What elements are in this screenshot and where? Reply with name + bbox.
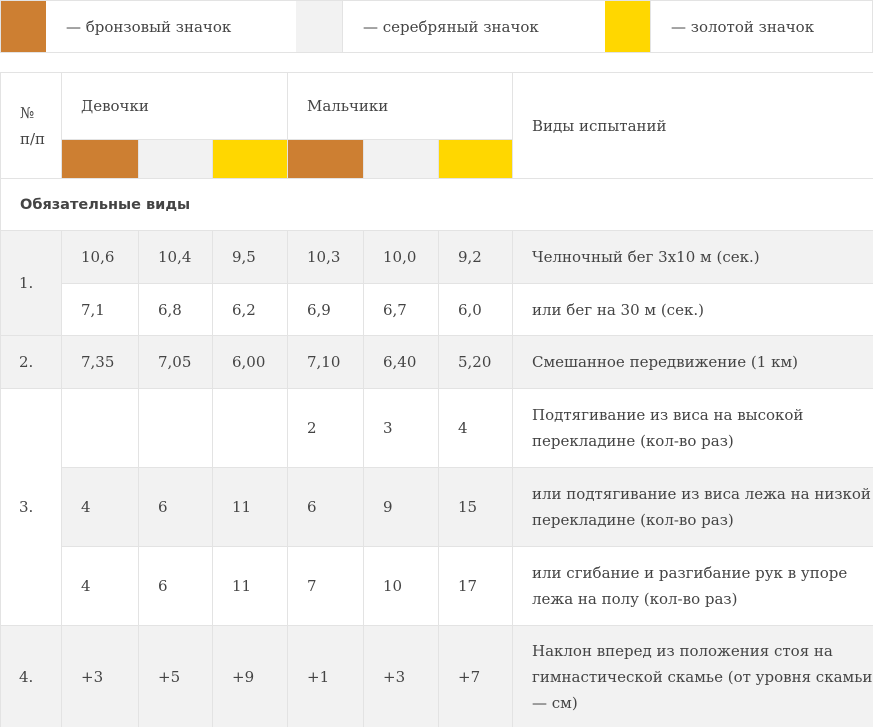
gold-swatch: [605, 1, 650, 52]
section-title: Обязательные виды: [0, 178, 873, 231]
value-cell: 9: [363, 467, 439, 547]
value-cell: 7,35: [61, 335, 139, 389]
value-cell: 3: [363, 388, 439, 468]
value-cell: +7: [438, 625, 513, 727]
silver-swatch: [296, 1, 342, 52]
value-cell: 9,2: [438, 230, 513, 284]
test-name: или сгибание и разгибание рук в упоре ле…: [512, 546, 873, 626]
num-header: № п/п: [0, 72, 62, 179]
row-number: 2.: [0, 335, 62, 389]
bronze-swatch: [1, 1, 46, 52]
value-cell: 6: [138, 546, 213, 626]
girls-gold-cell: [212, 139, 288, 179]
silver-legend-label: — серебряный значок: [342, 1, 605, 52]
test-name: или подтягивание из виса лежа на низкой …: [512, 467, 873, 547]
bronze-legend-label: — бронзовый значок: [66, 17, 232, 36]
value-cell: 6,7: [363, 283, 439, 336]
table-row: 4 6 11 7 10 17 или сгибание и разгибание…: [1, 546, 873, 626]
value-cell: 11: [212, 546, 288, 626]
table-row: 1. 10,6 10,4 9,5 10,3 10,0 9,2 Челночный…: [0, 230, 873, 336]
value-cell: 4: [438, 388, 513, 468]
value-cell: 10,4: [138, 230, 213, 284]
table-row: 4. +3 +5 +9 +1 +3 +7 Наклон вперед из по…: [0, 625, 873, 727]
row-number: 4.: [0, 625, 62, 727]
row-number: 1.: [0, 230, 62, 336]
row-number: 3.: [0, 388, 62, 626]
girls-silver-cell: [138, 139, 213, 179]
value-cell: 5,20: [438, 335, 513, 389]
girls-bronze-cell: [61, 139, 139, 179]
test-name: Челночный бег 3х10 м (сек.): [512, 230, 873, 284]
value-cell: +5: [138, 625, 213, 727]
value-cell: 4: [61, 467, 139, 547]
table-row: 7,1 6,8 6,2 6,9 6,7 6,0 или бег на 30 м …: [1, 283, 873, 336]
value-cell: +3: [363, 625, 439, 727]
girls-header: Девочки: [61, 72, 288, 140]
norms-table: № п/п Девочки Мальчики Виды испытаний Об…: [0, 72, 873, 727]
value-cell: 7,1: [61, 283, 139, 336]
value-cell: 9,5: [212, 230, 288, 284]
value-cell: 6,40: [363, 335, 439, 389]
value-cell: 6: [138, 467, 213, 547]
value-cell: 10: [363, 546, 439, 626]
value-cell: [212, 388, 288, 468]
value-cell: 4: [61, 546, 139, 626]
value-cell: 6,9: [287, 283, 364, 336]
value-cell: 7: [287, 546, 364, 626]
value-cell: 2: [287, 388, 364, 468]
gold-legend-label: — золотой значок: [650, 1, 872, 52]
value-cell: [138, 388, 213, 468]
value-cell: +9: [212, 625, 288, 727]
badge-color-row: [1, 139, 873, 179]
test-name: или бег на 30 м (сек.): [512, 283, 873, 336]
boys-header: Мальчики: [287, 72, 513, 140]
value-cell: +3: [61, 625, 139, 727]
test-name: Наклон вперед из положения стоя на гимна…: [512, 625, 873, 727]
badge-legend: — бронзовый значок — серебряный значок —…: [0, 0, 873, 53]
header-row: № п/п Девочки Мальчики Виды испытаний: [0, 72, 873, 179]
value-cell: 6,2: [212, 283, 288, 336]
table-row: 2. 7,35 7,05 6,00 7,10 6,40 5,20 Смешанн…: [0, 335, 873, 389]
table-row: 3. 2 3 4 Подтягивание из виса на высокой…: [0, 388, 873, 626]
boys-gold-cell: [438, 139, 513, 179]
test-name: Подтягивание из виса на высокой переклад…: [512, 388, 873, 468]
tests-header: Виды испытаний: [512, 72, 873, 179]
value-cell: 6,00: [212, 335, 288, 389]
value-cell: 15: [438, 467, 513, 547]
section-row: Обязательные виды: [0, 178, 873, 231]
value-cell: 6,8: [138, 283, 213, 336]
value-cell: 10,0: [363, 230, 439, 284]
boys-bronze-cell: [287, 139, 364, 179]
value-cell: 7,05: [138, 335, 213, 389]
value-cell: 6,0: [438, 283, 513, 336]
value-cell: [61, 388, 139, 468]
value-cell: 11: [212, 467, 288, 547]
table-row: 4 6 11 6 9 15 или подтягивание из виса л…: [0, 467, 873, 547]
value-cell: 6: [287, 467, 364, 547]
value-cell: 10,6: [61, 230, 139, 284]
value-cell: +1: [287, 625, 364, 727]
value-cell: 7,10: [287, 335, 364, 389]
test-name: Смешанное передвижение (1 км): [512, 335, 873, 389]
value-cell: 10,3: [287, 230, 364, 284]
value-cell: 17: [438, 546, 513, 626]
boys-silver-cell: [363, 139, 439, 179]
